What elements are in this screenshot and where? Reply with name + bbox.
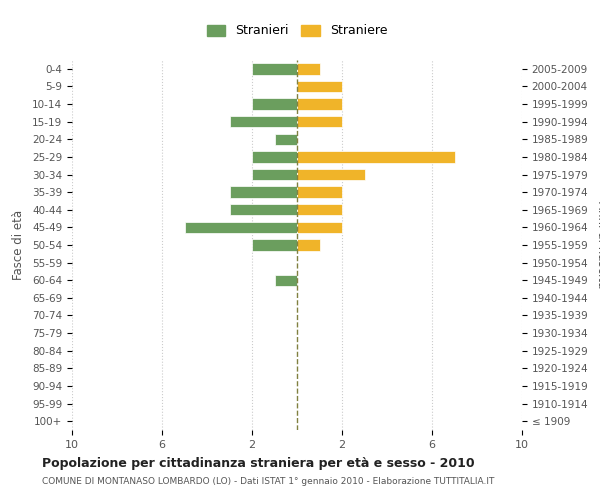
Bar [297, 204, 342, 216]
Bar [229, 116, 297, 128]
Bar [252, 98, 297, 110]
Text: COMUNE DI MONTANASO LOMBARDO (LO) - Dati ISTAT 1° gennaio 2010 - Elaborazione TU: COMUNE DI MONTANASO LOMBARDO (LO) - Dati… [42, 478, 494, 486]
Y-axis label: Fasce di età: Fasce di età [12, 210, 25, 280]
Bar [297, 222, 342, 233]
Bar [185, 222, 297, 233]
Bar [297, 80, 342, 92]
Bar [229, 186, 297, 198]
Bar [297, 116, 342, 128]
Bar [252, 63, 297, 74]
Legend: Stranieri, Straniere: Stranieri, Straniere [200, 18, 394, 44]
Bar [275, 134, 297, 145]
Bar [297, 151, 455, 162]
Bar [297, 186, 342, 198]
Bar [252, 169, 297, 180]
Bar [297, 169, 365, 180]
Y-axis label: Anni di nascita: Anni di nascita [595, 202, 600, 288]
Bar [297, 98, 342, 110]
Bar [252, 151, 297, 162]
Bar [297, 240, 320, 250]
Bar [229, 204, 297, 216]
Bar [252, 240, 297, 250]
Bar [275, 274, 297, 286]
Bar [297, 63, 320, 74]
Text: Popolazione per cittadinanza straniera per età e sesso - 2010: Popolazione per cittadinanza straniera p… [42, 458, 475, 470]
